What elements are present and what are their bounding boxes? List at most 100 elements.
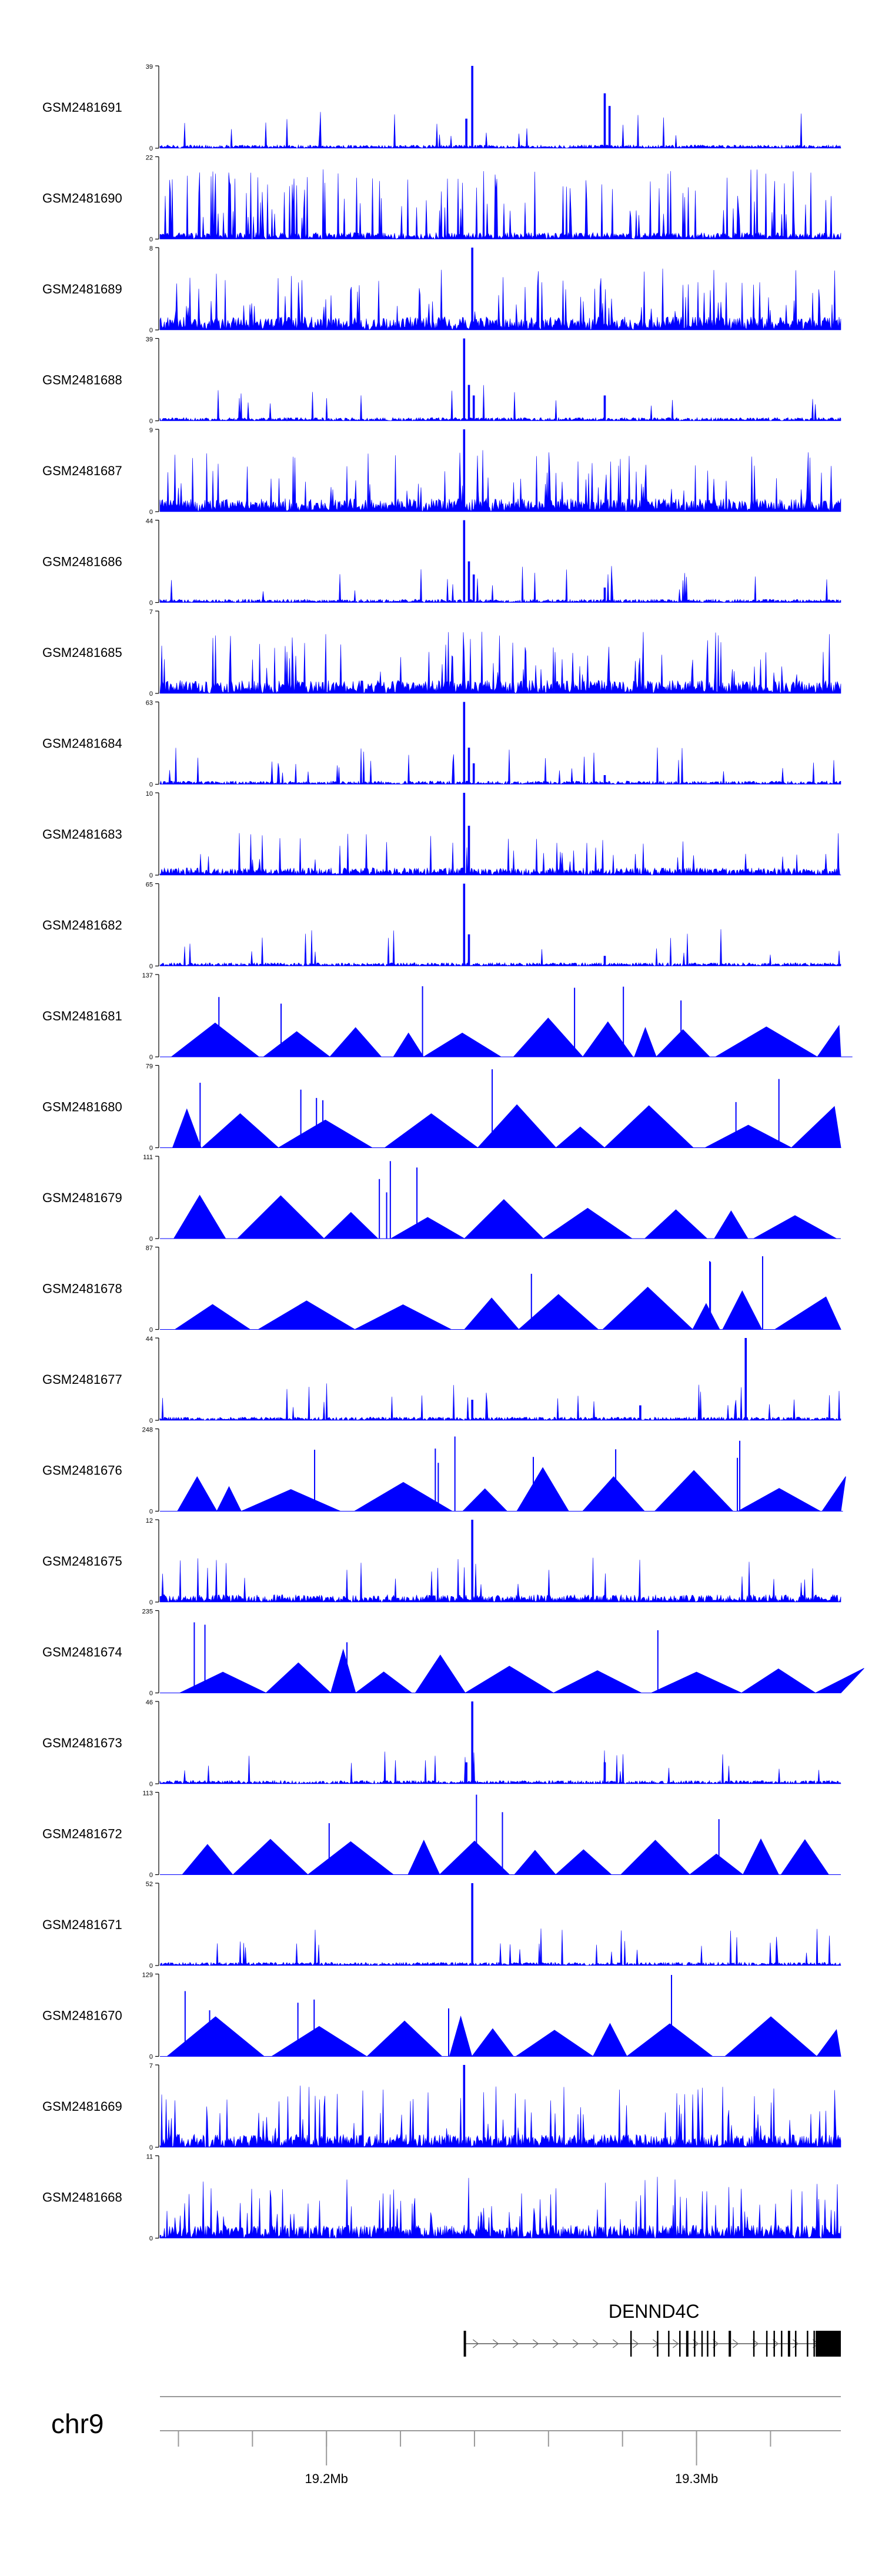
gene-strand-arrow: [512, 2339, 519, 2348]
gene-exon: [766, 2331, 768, 2357]
track-ymin-label: 0: [149, 1781, 153, 1788]
track-peak: [603, 1762, 606, 1784]
track-coverage: [159, 748, 841, 785]
track-ymin-label: 0: [149, 2054, 153, 2061]
track-ymax-label: 248: [142, 1427, 153, 1434]
track-peak: [467, 561, 470, 603]
track-label: GSM2481671: [42, 1917, 122, 1932]
track-ymin-label: 0: [149, 1236, 153, 1243]
track-ymax-label: 7: [149, 2063, 153, 2070]
gene-exon: [463, 2331, 466, 2357]
track-peak: [471, 1400, 473, 1420]
track-label: GSM2481679: [42, 1190, 122, 1205]
track-GSM2481670: GSM2481670 129 0: [42, 1972, 841, 2061]
track-label: GSM2481686: [42, 555, 122, 569]
track-peak: [603, 956, 606, 966]
track-ymax-label: 39: [146, 336, 153, 343]
track-label: GSM2481676: [42, 1463, 122, 1478]
track-ymin-label: 0: [149, 1690, 153, 1697]
track-GSM2481683: GSM2481683 10 0: [42, 790, 841, 879]
track-peak: [463, 338, 466, 421]
track-GSM2481691: GSM2481691 39 0: [42, 64, 841, 152]
track-GSM2481685: GSM2481685 7 0: [42, 609, 841, 698]
gene-exon: [794, 2331, 797, 2357]
gene-exon: [694, 2331, 696, 2357]
gene-strand-arrow: [552, 2339, 559, 2348]
track-ymin-label: 0: [149, 509, 153, 516]
gene-strand-arrow: [612, 2339, 619, 2348]
gene-name: DENND4C: [609, 2301, 700, 2322]
gene-exon: [787, 2331, 790, 2357]
track-ymin-label: 0: [149, 690, 153, 698]
track-coverage: [159, 268, 841, 331]
track-GSM2481678: GSM2481678 87 0: [42, 1245, 841, 1334]
track-label: GSM2481682: [42, 918, 122, 933]
track-ymax-label: 63: [146, 700, 153, 707]
track-coverage: [159, 2177, 841, 2239]
track-label: GSM2481668: [42, 2190, 122, 2205]
track-peak: [608, 106, 611, 148]
gene-strand-arrow: [472, 2339, 479, 2348]
track-peak: [603, 93, 606, 148]
chromosome-label: chr9: [51, 2408, 103, 2439]
track-ymax-label: 111: [143, 1154, 153, 1161]
track-ymax-label: 44: [146, 1336, 153, 1343]
track-GSM2481677: GSM2481677 44 0: [42, 1336, 841, 1424]
track-GSM2481682: GSM2481682 65 0: [42, 882, 841, 970]
track-coverage: [159, 833, 841, 876]
track-coverage: [159, 112, 841, 149]
track-peak: [603, 775, 606, 785]
track-label: GSM2481691: [42, 100, 122, 115]
track-GSM2481672: GSM2481672 113 0: [42, 1790, 841, 1879]
track-ymax-label: 79: [146, 1063, 153, 1070]
track-ymax-label: 22: [146, 155, 153, 162]
track-peak: [463, 702, 466, 785]
track-label: GSM2481685: [42, 645, 122, 660]
track-ymin-label: 0: [149, 2144, 153, 2151]
track-coverage: [160, 2016, 841, 2057]
track-label: GSM2481688: [42, 373, 122, 388]
track-GSM2481680: GSM2481680 79 0: [42, 1063, 841, 1152]
track-peak: [471, 1883, 473, 1966]
track-ymax-label: 113: [142, 1790, 153, 1797]
track-GSM2481690: GSM2481690 22 0: [42, 155, 841, 243]
track-label: GSM2481690: [42, 191, 122, 206]
track-ymin-label: 0: [149, 1417, 153, 1424]
gene-exon: [781, 2331, 783, 2357]
track-coverage: [160, 1017, 853, 1057]
track-peak: [463, 429, 466, 512]
track-peak: [463, 793, 466, 875]
track-GSM2481675: GSM2481675 12 0: [42, 1517, 841, 1606]
gene-strand-arrow: [592, 2339, 599, 2348]
track-peak: [472, 763, 475, 785]
track-label: GSM2481673: [42, 1736, 122, 1750]
track-ymax-label: 10: [146, 790, 153, 798]
gene-strand-arrow: [532, 2339, 539, 2348]
track-peak: [465, 118, 467, 148]
gene-exon: [729, 2331, 731, 2357]
track-ymin-label: 0: [149, 963, 153, 970]
gene-exon: [753, 2331, 755, 2357]
gene-strand-arrow: [732, 2339, 739, 2348]
track-peak: [463, 2065, 466, 2147]
track-ymax-label: 11: [146, 2154, 153, 2161]
track-GSM2481674: GSM2481674 235 0: [42, 1609, 864, 1697]
gene-exon: [657, 2331, 659, 2357]
track-ymin-label: 0: [149, 872, 153, 879]
gene-exon: [679, 2331, 681, 2357]
track-label: GSM2481677: [42, 1372, 122, 1387]
track-GSM2481689: GSM2481689 8 0: [42, 245, 841, 334]
track-ymax-label: 137: [142, 972, 153, 979]
track-GSM2481669: GSM2481669 7 0: [42, 2063, 841, 2151]
axis-tick-label: 19.3Mb: [675, 2471, 718, 2486]
track-peak: [471, 1520, 473, 1602]
gene-strand-arrow: [672, 2339, 679, 2348]
coverage-tracks: GSM2481691390GSM2481690220GSM248168980GS…: [42, 64, 864, 2243]
track-ymax-label: 7: [149, 609, 153, 616]
track-coverage: [159, 1750, 841, 1784]
track-coverage: [160, 1286, 841, 1330]
track-label: GSM2481672: [42, 1827, 122, 1841]
track-peak: [639, 1405, 642, 1420]
track-peak: [603, 395, 606, 421]
